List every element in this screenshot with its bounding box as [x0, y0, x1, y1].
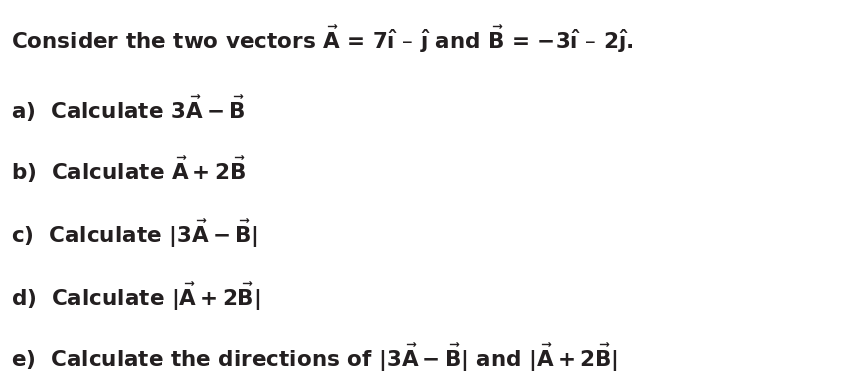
Text: Consider the two vectors $\mathbf{\vec{A}}$ = 7$\mathbf{\hat{\imath}}$ – $\mathb: Consider the two vectors $\mathbf{\vec{A… [11, 24, 633, 55]
Text: d)  Calculate $\mathbf{|\vec{A}+2\vec{B}|}$: d) Calculate $\mathbf{|\vec{A}+2\vec{B}|… [11, 281, 260, 313]
Text: c)  Calculate $\mathbf{|3\vec{A}-\vec{B}|}$: c) Calculate $\mathbf{|3\vec{A}-\vec{B}|… [11, 218, 257, 250]
Text: b)  Calculate $\mathbf{\vec{A}+2\vec{B}}$: b) Calculate $\mathbf{\vec{A}+2\vec{B}}$ [11, 155, 245, 185]
Text: a)  Calculate $\mathbf{3\vec{A}-\vec{B}}$: a) Calculate $\mathbf{3\vec{A}-\vec{B}}$ [11, 94, 245, 123]
Text: e)  Calculate the directions of $\mathbf{|3\vec{A}-\vec{B}|}$ and $\mathbf{|\vec: e) Calculate the directions of $\mathbf{… [11, 342, 617, 374]
